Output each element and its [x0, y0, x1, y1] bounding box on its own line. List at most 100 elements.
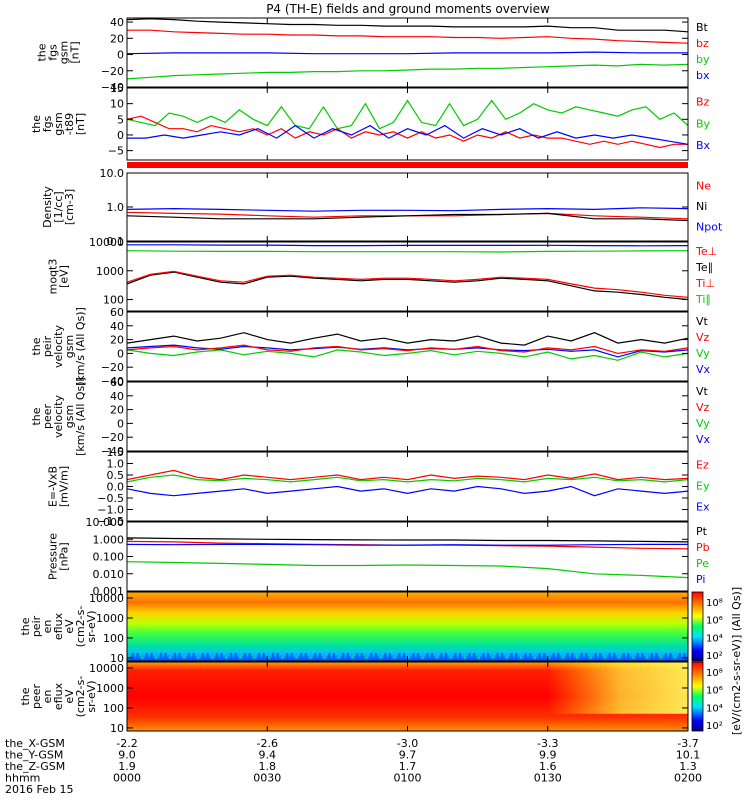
y-tick-label: −5 — [108, 145, 124, 158]
spectrogram-noise — [393, 653, 396, 659]
chart-title: P4 (TH-E) fields and ground moments over… — [266, 2, 550, 16]
panel-frame — [126, 451, 689, 522]
series-Vt — [126, 332, 689, 346]
spectrogram-noise — [426, 653, 429, 659]
series-Ez — [126, 469, 689, 481]
y-tick-label: 20 — [110, 32, 124, 45]
spectrogram-noise — [323, 653, 326, 659]
spectrogram-noise — [463, 653, 466, 659]
series-Bt — [126, 18, 689, 33]
y-axis-label: the — [19, 687, 32, 705]
colorbar-tick-label: 10⁶ — [706, 686, 723, 697]
y-axis-label: peer — [30, 684, 43, 710]
legend-entry: Bx — [696, 139, 711, 152]
legend-entry: Ey — [696, 480, 710, 493]
y-tick-label: 0.1 — [107, 235, 125, 248]
spectrogram-noise — [304, 653, 307, 659]
y-tick-label: 40 — [110, 320, 124, 333]
spectrogram-noise — [211, 653, 214, 659]
spectrogram-noise — [379, 653, 382, 659]
y-tick-label: 100 — [103, 632, 124, 645]
spectrogram-noise — [468, 653, 471, 659]
legend-entry: bz — [696, 37, 709, 50]
legend-entry: By — [696, 117, 711, 130]
legend-entry: Vx — [696, 363, 711, 376]
panel-frame — [126, 172, 689, 242]
series-Ex — [126, 485, 689, 497]
colorbar-tick-label: 10⁶ — [706, 616, 723, 627]
spectrogram-noise — [365, 653, 368, 659]
y-tick-label: 10.000 — [86, 516, 125, 529]
y-axis-label: the — [36, 43, 49, 61]
series-Bz — [126, 115, 688, 149]
spectrogram-noise — [510, 653, 513, 659]
spectrogram-noise — [538, 653, 541, 659]
y-tick-label: 20 — [110, 404, 124, 417]
legend-entry: Ti∥ — [695, 293, 711, 306]
series-Ey — [126, 474, 689, 483]
y-tick-label: 10 — [110, 98, 124, 111]
y-tick-label: 0.0 — [107, 481, 125, 494]
spectrogram-noise — [159, 653, 163, 659]
y-tick-label: 10 — [110, 652, 124, 665]
spectrogram-noise — [561, 653, 565, 659]
spectrogram-noise — [164, 653, 167, 659]
spectrogram-noise — [201, 653, 205, 659]
y-axis-label: the — [30, 407, 43, 425]
series-Vz — [126, 344, 689, 355]
colorbar-bar — [691, 591, 704, 662]
spectrogram-noise — [332, 653, 336, 659]
spectrogram-noise — [141, 653, 144, 659]
legend-entry: Pe — [696, 557, 709, 570]
spectrogram-noise — [547, 653, 551, 659]
spectrogram-noise — [295, 653, 298, 659]
series-Te∥ — [126, 271, 689, 301]
panel-10: 10000 1000 100 10 thepeerenefluxeV(cm2-s-sr-… — [19, 661, 689, 735]
spectrogram-noise — [669, 653, 672, 659]
y-tick-label: 100 — [103, 294, 124, 307]
y-tick-label: 0 — [117, 129, 124, 142]
y-tick-label: 20 — [110, 334, 124, 347]
footer-value: 9.4 — [259, 749, 277, 762]
spectrogram-noise — [566, 653, 569, 659]
spectrogram-noise — [136, 653, 139, 659]
spectrogram-noise — [220, 653, 223, 659]
spectrogram-noise — [285, 653, 289, 659]
y-tick-label: −40 — [101, 445, 124, 458]
spectrogram-noise — [318, 653, 322, 659]
spectrogram-noise — [482, 653, 485, 659]
footer-value: -2.2 — [116, 737, 137, 750]
legend-entry: by — [696, 53, 710, 66]
y-tick-label: 1000 — [96, 612, 124, 625]
y-axis-label: fgs — [41, 115, 54, 132]
footer-row-label: hhmm — [5, 772, 40, 785]
spectrogram-noise — [407, 653, 410, 659]
y-axis-label: en — [41, 620, 54, 634]
y-tick-label: 10000 — [89, 592, 124, 605]
spectrogram-noise — [262, 653, 265, 659]
ephemeris-footer: the_X-GSM -2.2 -2.6 -3.0 -3.3 -3.7 the_Y-GSM 9.… — [5, 737, 702, 796]
footer-value: -2.6 — [257, 737, 278, 750]
spectrogram-noise — [187, 653, 191, 659]
y-axis-label: [km/s (All Qs)] — [74, 307, 87, 386]
y-axis-label: peir — [30, 615, 43, 637]
series-Vy — [126, 349, 689, 361]
spectrogram-noise — [557, 653, 560, 659]
spectrogram-noise — [206, 653, 209, 659]
y-tick-label: 10.0 — [100, 167, 125, 180]
spectrogram-noise — [678, 653, 681, 659]
y-axis-label: [1/cc] — [52, 191, 65, 222]
y-axis-label: sr-eV) — [85, 680, 98, 712]
spectrogram-noise — [225, 653, 228, 659]
spectrogram-noise — [524, 653, 527, 659]
y-axis-label: [eV] — [58, 265, 71, 288]
spectrogram-noise — [650, 653, 653, 659]
y-tick-label: 10 — [110, 722, 124, 735]
legend-entry: Vt — [696, 315, 709, 328]
y-axis-label: E=-VxB — [47, 466, 60, 507]
y-tick-label: −0.5 — [97, 492, 124, 505]
footer-value: -3.7 — [677, 737, 698, 750]
footer-value: 1.3 — [679, 760, 697, 773]
